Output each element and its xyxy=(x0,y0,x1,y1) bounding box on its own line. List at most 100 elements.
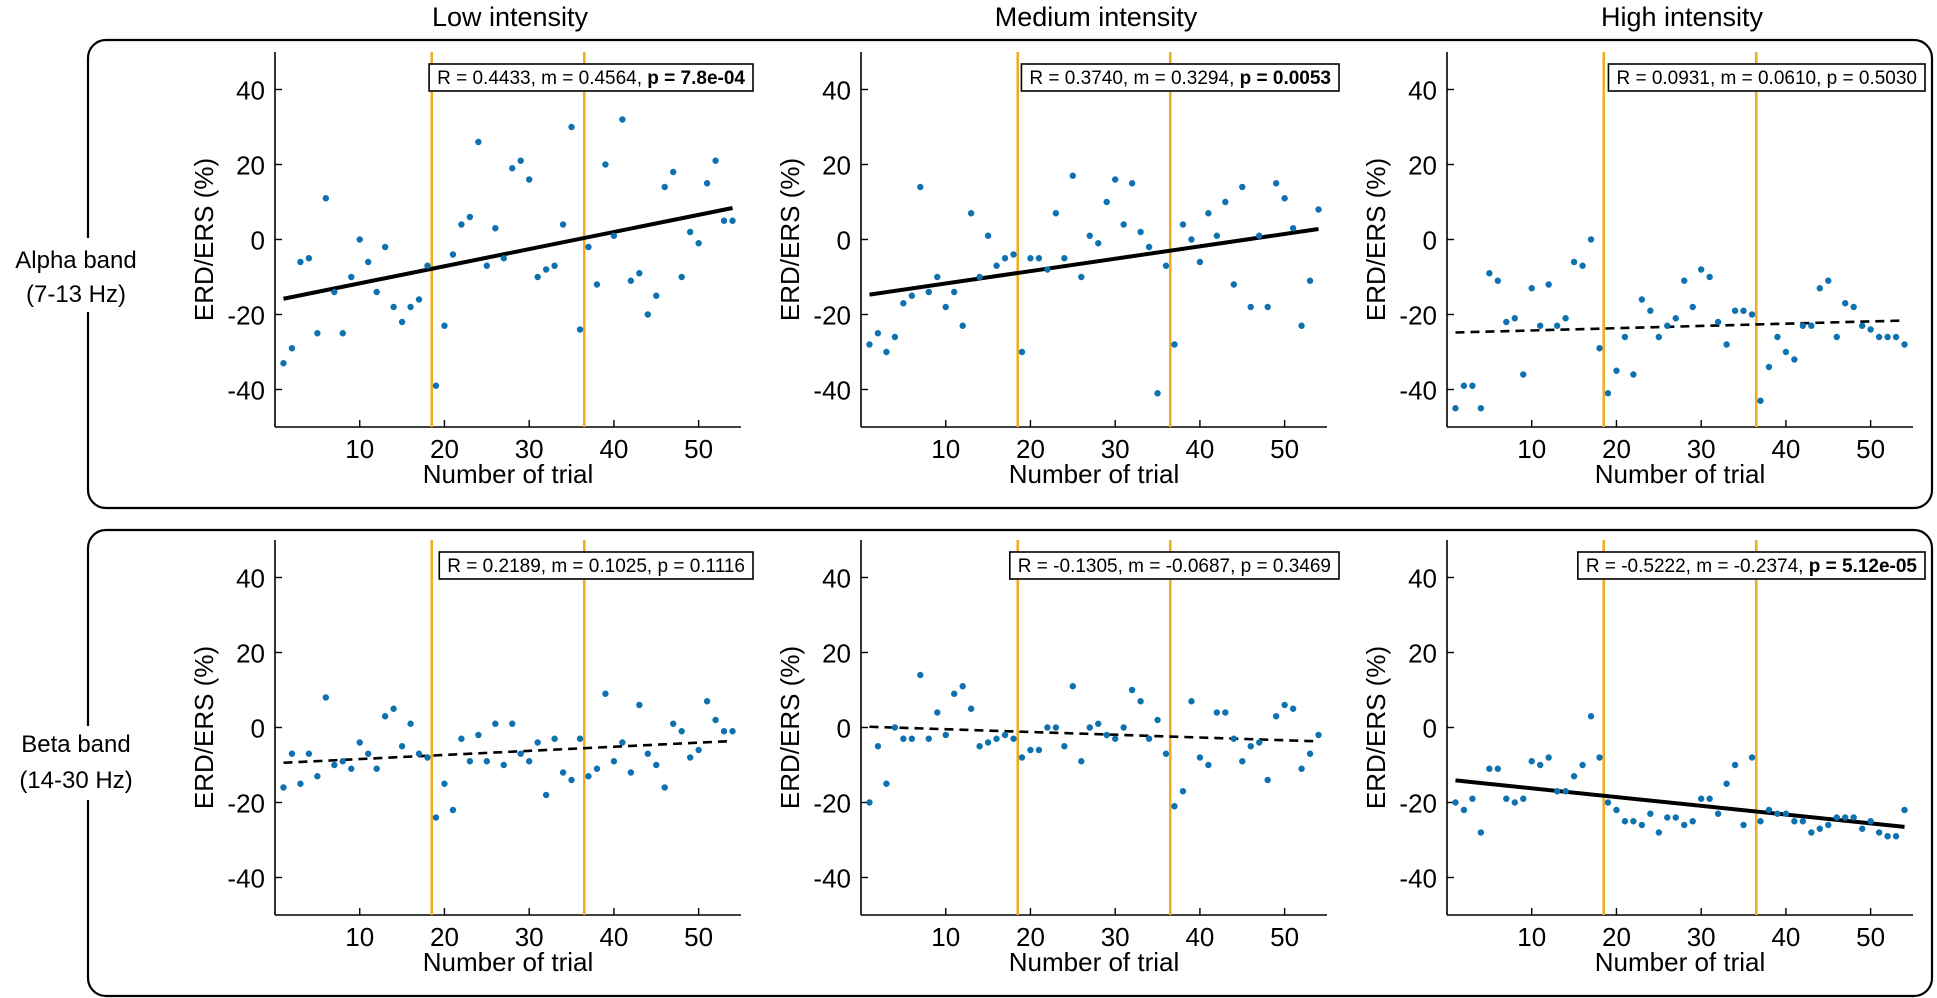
alpha-high-x-tick-label: 30 xyxy=(1687,434,1716,464)
alpha-low-stats-box xyxy=(428,63,754,92)
alpha-medium-data-point xyxy=(1222,198,1229,206)
alpha-high-y-tick-label: -20 xyxy=(1399,301,1437,331)
alpha-high-data-point xyxy=(1553,322,1561,329)
alpha-high-data-point xyxy=(1850,303,1857,311)
alpha-medium-y-tick-label: -20 xyxy=(813,301,851,331)
beta-high-data-point xyxy=(1723,780,1730,787)
beta-high-data-point xyxy=(1850,814,1857,821)
row-label-alpha: Alpha band xyxy=(15,247,136,274)
alpha-high-stats-r: R = 0.0931, xyxy=(1616,68,1720,89)
alpha-low-data-point xyxy=(492,225,499,232)
beta-low-data-point xyxy=(678,728,685,735)
beta-medium-data-point xyxy=(1010,735,1017,742)
alpha-low-data-point xyxy=(415,296,423,303)
alpha-high-x-tick-label: 40 xyxy=(1771,434,1800,464)
beta-low-data-point xyxy=(356,739,363,746)
beta-high-stats-box xyxy=(1577,551,1926,580)
alpha-low-data-point xyxy=(288,345,296,352)
beta-medium-data-point xyxy=(1095,720,1102,727)
alpha-medium-data-point xyxy=(976,273,983,281)
beta-medium-data-point xyxy=(1035,746,1043,754)
beta-medium-stats-p: p = 0.3469 xyxy=(1241,556,1331,577)
alpha-high-data-point xyxy=(1689,303,1696,311)
alpha-high-x-axis-label: Number of trial xyxy=(1595,459,1766,489)
alpha-high-data-point xyxy=(1791,356,1798,363)
alpha-medium-data-point xyxy=(1001,255,1009,262)
alpha-low-data-point xyxy=(602,161,609,168)
beta-high-data-point xyxy=(1604,799,1612,806)
alpha-medium-data-point xyxy=(1018,348,1026,356)
alpha-low-data-point xyxy=(653,292,660,299)
beta-high-data-point xyxy=(1647,810,1654,817)
beta-low-y-tick-label: -20 xyxy=(227,789,265,819)
beta-low-data-point xyxy=(576,735,584,742)
alpha-low-data-point xyxy=(390,303,397,311)
alpha-low-data-point xyxy=(517,157,524,164)
beta-low-data-point xyxy=(381,713,389,720)
alpha-high-data-point xyxy=(1816,285,1824,292)
beta-low-y-tick-label: 0 xyxy=(251,714,265,744)
beta-high-data-point xyxy=(1511,799,1518,806)
beta-low-data-point xyxy=(644,750,651,757)
alpha-low-data-point xyxy=(703,180,711,187)
alpha-high-data-point xyxy=(1723,341,1730,348)
alpha-low-y-tick-label: 40 xyxy=(236,76,265,106)
alpha-low-data-point xyxy=(585,243,592,251)
beta-medium-stats-m: m = -0.0687, xyxy=(1128,556,1240,577)
alpha-high-data-point xyxy=(1477,405,1485,412)
beta-high-x-tick-label: 30 xyxy=(1687,922,1716,952)
beta-high-data-point xyxy=(1621,818,1629,825)
alpha-high-data-point xyxy=(1808,322,1815,329)
alpha-medium-data-point xyxy=(891,333,899,341)
alpha-low-data-point xyxy=(458,221,465,228)
beta-low-data-point xyxy=(585,773,592,780)
beta-low-data-point xyxy=(466,758,474,765)
beta-low-data-point xyxy=(483,758,491,765)
beta-low-y-tick-label: 40 xyxy=(236,564,265,594)
beta-medium-data-point xyxy=(1154,716,1161,724)
alpha-low-data-point xyxy=(525,176,533,183)
alpha-high-data-point xyxy=(1562,315,1569,322)
alpha-low-data-point xyxy=(373,288,380,296)
beta-low-x-tick-label: 30 xyxy=(515,922,544,952)
alpha-medium-data-point xyxy=(1171,341,1178,348)
chart-beta-medium: 40 20 0 -20 -40 10 20 30 40 50 Number of trial ERD/… xyxy=(775,540,1340,977)
beta-high-stats-r: R = -0.5222, xyxy=(1586,556,1696,577)
alpha-high-y-tick-label: 0 xyxy=(1423,226,1437,256)
alpha-low-data-point xyxy=(449,251,457,258)
beta-medium-data-point xyxy=(1128,686,1136,694)
alpha-high-data-point xyxy=(1892,333,1900,341)
beta-high-data-point xyxy=(1765,806,1773,814)
beta-high-stats-text: R = -0.5222, m = -0.2374, p = 5.12e-05 xyxy=(1586,556,1918,577)
alpha-low-data-point xyxy=(568,123,575,131)
alpha-medium-data-point xyxy=(1306,277,1314,284)
alpha-medium-data-point xyxy=(1281,195,1288,202)
beta-high-data-point xyxy=(1469,795,1476,802)
beta-high-x-axis-label: Number of trial xyxy=(1595,947,1766,977)
beta-high-data-point xyxy=(1562,788,1569,795)
beta-medium-data-point xyxy=(1247,743,1254,750)
alpha-high-fit-line xyxy=(1455,319,1905,334)
beta-low-data-point xyxy=(619,739,626,746)
beta-low-data-point xyxy=(720,728,728,735)
alpha-high-data-point xyxy=(1697,266,1705,273)
beta-medium-data-point xyxy=(1044,724,1051,731)
beta-high-data-point xyxy=(1842,814,1849,821)
beta-medium-data-point xyxy=(1111,735,1119,742)
alpha-medium-data-point xyxy=(925,288,932,296)
alpha-medium-data-point xyxy=(1128,180,1136,187)
alpha-high-data-point xyxy=(1452,405,1459,412)
alpha-low-x-tick-label: 30 xyxy=(515,434,544,464)
alpha-high-data-point xyxy=(1664,322,1671,329)
beta-medium-data-point xyxy=(1281,701,1288,709)
beta-medium-data-point xyxy=(925,735,932,742)
beta-medium-data-point xyxy=(1120,724,1127,731)
alpha-medium-y-tick-label: -40 xyxy=(813,376,851,406)
alpha-low-stats-text: R = 0.4433, m = 0.4564, p = 7.8e-04 xyxy=(437,68,745,89)
beta-high-data-point xyxy=(1774,810,1781,817)
beta-high-data-point xyxy=(1731,761,1739,769)
beta-high-data-point xyxy=(1757,818,1764,825)
beta-medium-data-point xyxy=(1001,731,1009,739)
alpha-low-x-tick-label: 40 xyxy=(599,434,628,464)
beta-medium-data-point xyxy=(967,705,975,712)
